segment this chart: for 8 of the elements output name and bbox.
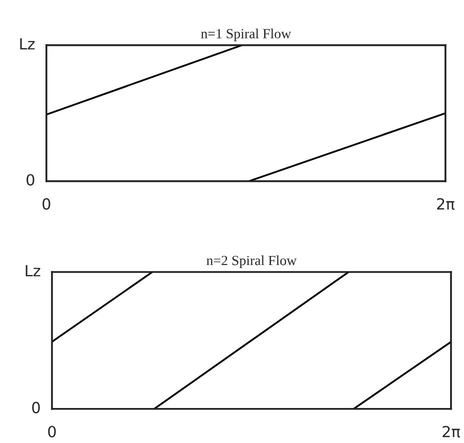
text: Lz [20, 38, 35, 50]
chart-title: n=2 Spiral Flow [206, 255, 297, 268]
text: 0 [26, 174, 34, 186]
text: 0 [32, 402, 40, 414]
text: Lz [26, 265, 40, 276]
chart-title: n=1 Spiral Flow [201, 28, 292, 42]
x-tick-label: 2π [442, 426, 460, 438]
x-tick-label: 2π [437, 198, 454, 210]
